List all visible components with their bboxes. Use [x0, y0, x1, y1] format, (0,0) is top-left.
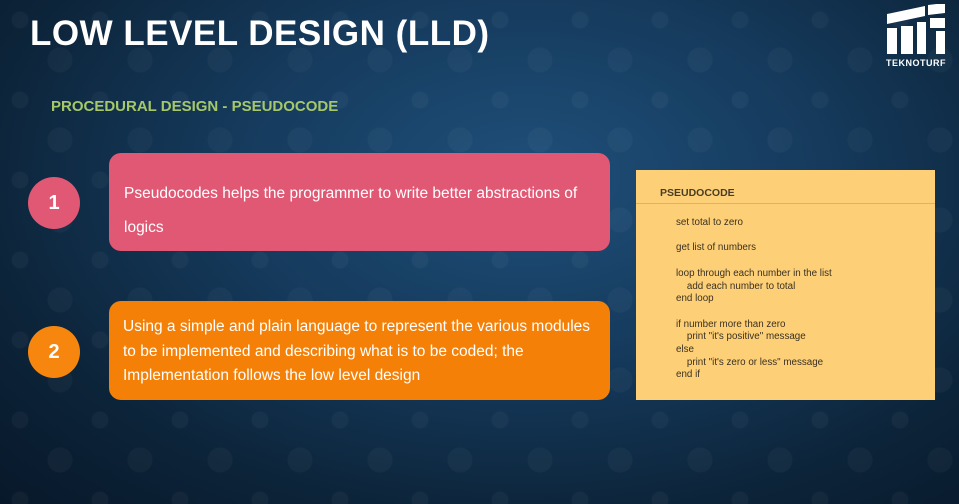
- point-number-2: 2: [28, 326, 80, 378]
- pseudocode-listing: set total to zero get list of numbers lo…: [676, 217, 832, 381]
- slide-title: LOW LEVEL DESIGN (LLD): [30, 14, 490, 53]
- slide-subtitle: PROCEDURAL DESIGN - PSEUDOCODE: [51, 98, 339, 115]
- teknoturf-logo: TEKNOTURF: [884, 4, 948, 72]
- pseudocode-heading: PSEUDOCODE: [636, 170, 935, 204]
- point-card-2: Using a simple and plain language to rep…: [109, 301, 610, 400]
- point-card-1: Pseudocodes helps the programmer to writ…: [109, 153, 610, 251]
- logo-text: TEKNOTURF: [886, 58, 946, 68]
- pseudocode-panel: PSEUDOCODE set total to zero get list of…: [636, 170, 935, 400]
- point-number-1: 1: [28, 177, 80, 229]
- teknoturf-logo-icon: [887, 4, 945, 54]
